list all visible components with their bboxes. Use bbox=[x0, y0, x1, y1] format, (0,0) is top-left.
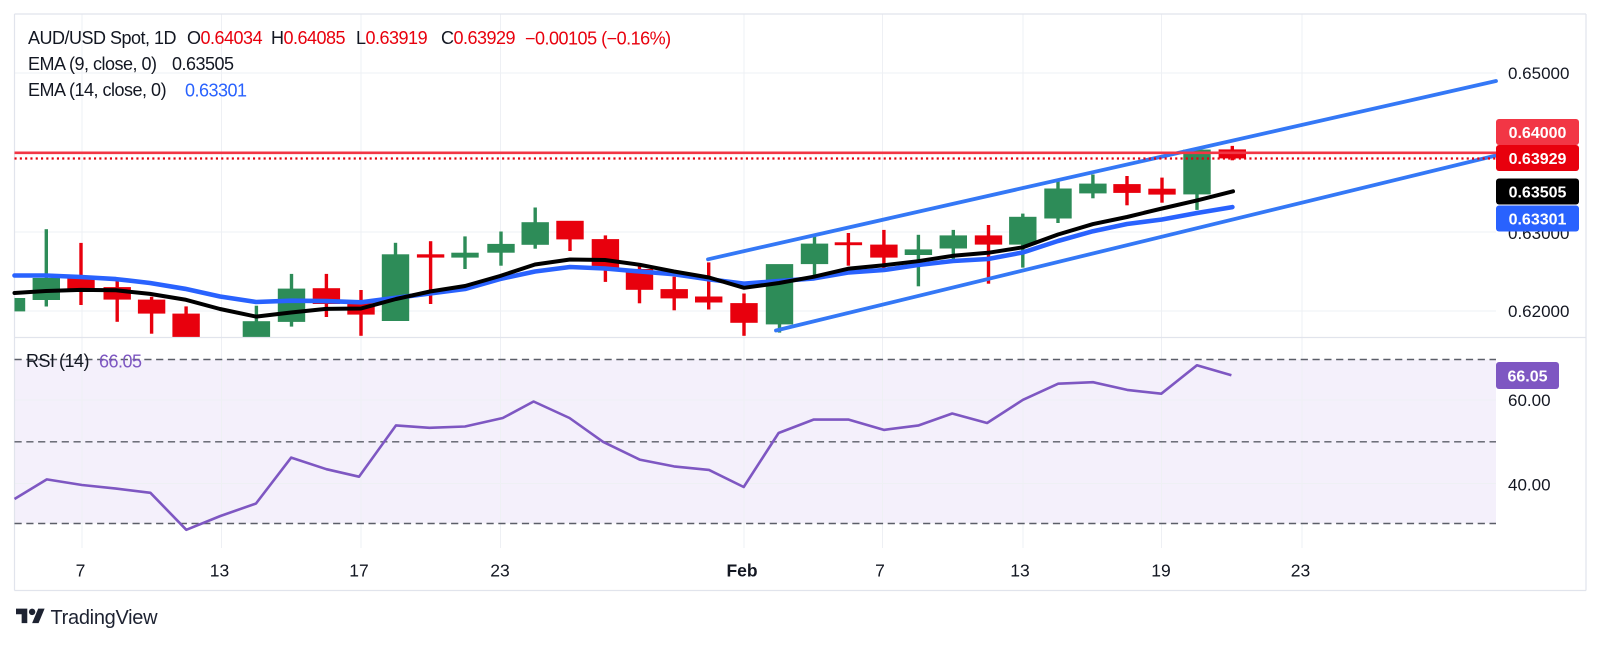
svg-text:0.63301: 0.63301 bbox=[1509, 211, 1567, 228]
svg-text:TradingView: TradingView bbox=[51, 607, 159, 629]
svg-text:Feb: Feb bbox=[726, 561, 757, 581]
svg-text:60.00: 60.00 bbox=[1508, 391, 1551, 410]
svg-text:0.62000: 0.62000 bbox=[1508, 302, 1569, 321]
svg-text:0.64000: 0.64000 bbox=[1509, 125, 1567, 142]
svg-text:23: 23 bbox=[490, 561, 509, 581]
svg-text:66.05: 66.05 bbox=[99, 352, 142, 372]
svg-text:−0.00105 (−0.16%): −0.00105 (−0.16%) bbox=[525, 29, 671, 49]
svg-text:66.05: 66.05 bbox=[1507, 368, 1547, 385]
svg-text:13: 13 bbox=[1010, 561, 1029, 581]
svg-text:C0.63929: C0.63929 bbox=[441, 28, 516, 48]
svg-text:40.00: 40.00 bbox=[1508, 475, 1551, 494]
svg-text:0.65000: 0.65000 bbox=[1508, 64, 1569, 83]
svg-text:L0.63919: L0.63919 bbox=[356, 28, 428, 48]
svg-text:EMA (14, close, 0): EMA (14, close, 0) bbox=[28, 80, 166, 100]
svg-text:13: 13 bbox=[210, 561, 229, 581]
svg-text:0.63505: 0.63505 bbox=[1509, 184, 1567, 201]
svg-text:EMA (9, close, 0): EMA (9, close, 0) bbox=[28, 54, 157, 74]
svg-text:O0.64034: O0.64034 bbox=[187, 28, 263, 48]
svg-text:7: 7 bbox=[76, 561, 86, 581]
svg-text:7: 7 bbox=[875, 561, 885, 581]
svg-text:17: 17 bbox=[349, 561, 368, 581]
svg-text:0.63929: 0.63929 bbox=[1509, 151, 1567, 168]
svg-text:19: 19 bbox=[1151, 561, 1170, 581]
svg-text:0.63301: 0.63301 bbox=[185, 81, 247, 101]
svg-text:H0.64085: H0.64085 bbox=[271, 28, 346, 48]
svg-text:RSI (14): RSI (14) bbox=[26, 351, 89, 371]
svg-text:23: 23 bbox=[1291, 561, 1310, 581]
svg-text:AUD/USD Spot, 1D: AUD/USD Spot, 1D bbox=[28, 28, 177, 48]
svg-text:0.63505: 0.63505 bbox=[172, 54, 234, 74]
